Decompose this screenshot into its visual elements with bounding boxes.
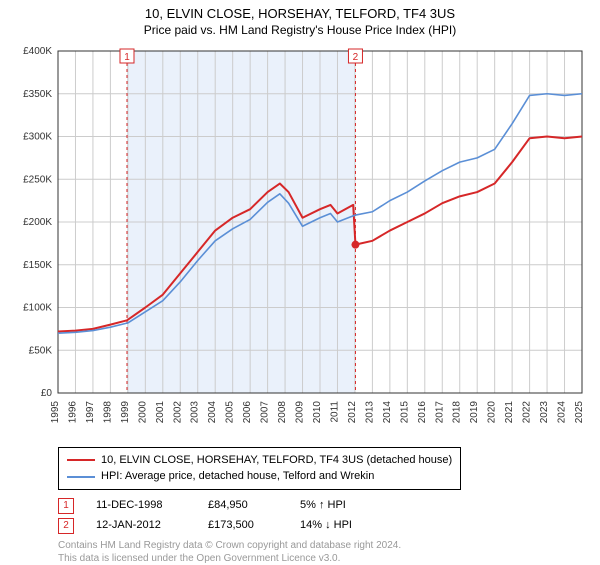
svg-text:2005: 2005 (225, 400, 236, 423)
sales-table: 1 11-DEC-1998 £84,950 5% ↑ HPI 2 12-JAN-2012 £… (58, 496, 590, 536)
svg-text:2: 2 (353, 52, 359, 63)
line-chart-svg: £0 £50K £100K £150K £200K £250K £300K £350K £400… (10, 41, 590, 441)
svg-text:£350K: £350K (23, 89, 52, 100)
svg-text:2015: 2015 (399, 400, 410, 423)
svg-text:£0: £0 (41, 388, 53, 399)
svg-text:£250K: £250K (23, 174, 52, 185)
svg-text:2014: 2014 (382, 400, 393, 423)
sales-row: 1 11-DEC-1998 £84,950 5% ↑ HPI (58, 496, 590, 516)
svg-text:1999: 1999 (120, 400, 131, 423)
svg-text:2002: 2002 (172, 400, 183, 423)
chart-plot-area: £0 £50K £100K £150K £200K £250K £300K £350K £400… (10, 41, 590, 441)
svg-text:2020: 2020 (487, 400, 498, 423)
footer-attribution: Contains HM Land Registry data © Crown c… (58, 539, 590, 565)
sale-marker-box: 1 (58, 498, 74, 514)
legend-item: 10, ELVIN CLOSE, HORSEHAY, TELFORD, TF4 … (67, 452, 452, 469)
svg-text:1995: 1995 (50, 400, 61, 423)
legend-swatch (67, 476, 95, 478)
svg-text:£200K: £200K (23, 217, 52, 228)
sale-marker-box: 2 (58, 518, 74, 534)
sale-date: 12-JAN-2012 (96, 516, 186, 536)
svg-text:2004: 2004 (207, 400, 218, 423)
svg-text:2010: 2010 (312, 400, 323, 423)
svg-text:2013: 2013 (364, 400, 375, 423)
chart-container: 10, ELVIN CLOSE, HORSEHAY, TELFORD, TF4 … (0, 0, 600, 560)
legend-swatch (67, 459, 95, 461)
sale-price: £173,500 (208, 516, 278, 536)
legend-box: 10, ELVIN CLOSE, HORSEHAY, TELFORD, TF4 … (58, 447, 461, 490)
footer-line-2: This data is licensed under the Open Gov… (58, 552, 590, 565)
svg-text:2023: 2023 (539, 400, 550, 423)
sale-price: £84,950 (208, 496, 278, 516)
svg-text:2012: 2012 (347, 400, 358, 423)
svg-text:£400K: £400K (23, 46, 52, 57)
svg-text:£150K: £150K (23, 260, 52, 271)
svg-text:2022: 2022 (522, 400, 533, 423)
legend-item: HPI: Average price, detached house, Telf… (67, 468, 452, 485)
svg-text:2000: 2000 (137, 400, 148, 423)
svg-text:2021: 2021 (504, 400, 515, 423)
footer-line-1: Contains HM Land Registry data © Crown c… (58, 539, 590, 552)
svg-text:1996: 1996 (67, 400, 78, 423)
sale-delta: 5% ↑ HPI (300, 496, 390, 516)
svg-text:2006: 2006 (242, 400, 253, 423)
svg-text:1997: 1997 (85, 400, 96, 423)
sale-delta: 14% ↓ HPI (300, 516, 390, 536)
svg-text:2018: 2018 (452, 400, 463, 423)
svg-text:2024: 2024 (557, 400, 568, 423)
svg-text:1998: 1998 (102, 400, 113, 423)
svg-text:£300K: £300K (23, 131, 52, 142)
chart-title: 10, ELVIN CLOSE, HORSEHAY, TELFORD, TF4 … (10, 6, 590, 23)
svg-text:2011: 2011 (329, 400, 340, 422)
svg-text:2008: 2008 (277, 400, 288, 423)
svg-text:2017: 2017 (434, 400, 445, 423)
svg-text:2001: 2001 (155, 400, 166, 423)
svg-text:£50K: £50K (29, 345, 53, 356)
svg-text:1: 1 (124, 52, 130, 63)
svg-text:2025: 2025 (574, 400, 585, 423)
sales-row: 2 12-JAN-2012 £173,500 14% ↓ HPI (58, 516, 590, 536)
svg-text:2003: 2003 (190, 400, 201, 423)
svg-text:£100K: £100K (23, 302, 52, 313)
svg-text:2016: 2016 (417, 400, 428, 423)
legend-label: HPI: Average price, detached house, Telf… (101, 468, 374, 485)
svg-text:2019: 2019 (469, 400, 480, 423)
legend-label: 10, ELVIN CLOSE, HORSEHAY, TELFORD, TF4 … (101, 452, 452, 469)
chart-subtitle: Price paid vs. HM Land Registry's House … (10, 23, 590, 37)
svg-text:2007: 2007 (260, 400, 271, 423)
svg-text:2009: 2009 (295, 400, 306, 423)
sale-date: 11-DEC-1998 (96, 496, 186, 516)
